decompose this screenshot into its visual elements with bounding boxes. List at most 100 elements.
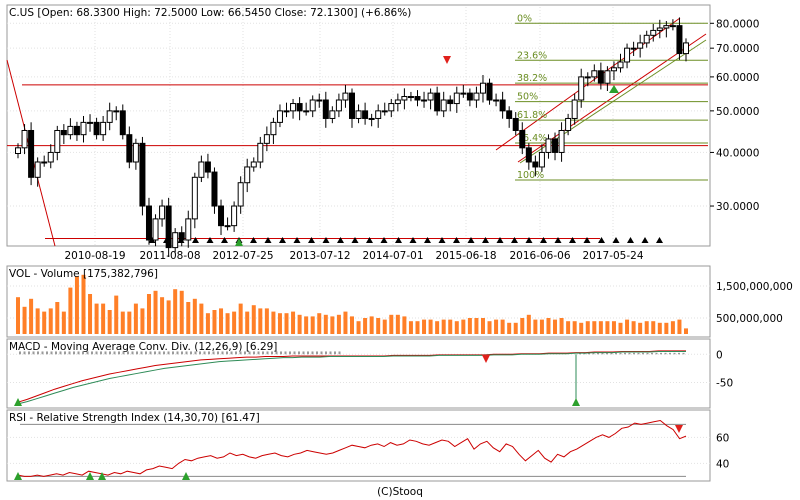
volume-bar (670, 321, 675, 334)
volume-bar (264, 308, 269, 334)
volume-bar (553, 319, 558, 334)
candle-body-down (145, 205, 152, 241)
volume-bar (186, 302, 191, 334)
signal-triangle (511, 237, 518, 243)
macd-histogram-bar (55, 351, 57, 355)
macd-histogram-bar (19, 351, 21, 355)
signal-triangle (641, 237, 649, 243)
volume-bar (94, 303, 99, 334)
volume-bar (146, 294, 151, 334)
macd-histogram-bar (660, 352, 662, 355)
candle-body-up (460, 92, 467, 95)
candle-body-up (191, 176, 198, 220)
volume-bar (657, 322, 662, 334)
price-x-tick-label: 2016-06-06 (509, 250, 570, 262)
volume-bar (638, 322, 643, 334)
macd-panel: 0 -50 MACD - Moving Average Conv. Div. (1… (6, 338, 733, 409)
macd-histogram-bar (77, 351, 80, 355)
volume-bar (212, 310, 217, 334)
rsi-line (17, 419, 687, 477)
candle-body-up (394, 99, 401, 105)
macd-histogram-bar (140, 351, 143, 355)
macd-histogram-bar (118, 351, 120, 355)
buy-arrow (235, 238, 243, 246)
volume-bar (592, 321, 597, 334)
macd-histogram-bar (230, 351, 233, 355)
candle-body-up (643, 34, 650, 44)
macd-histogram-bar (208, 351, 210, 355)
macd-histogram-bar (651, 352, 653, 355)
buy-arrow (98, 472, 106, 480)
macd-histogram (19, 351, 685, 355)
macd-histogram-bar (28, 351, 30, 355)
macd-histogram-bar (642, 352, 644, 355)
macd-signal-triangles (14, 355, 580, 406)
candle-body-up (571, 99, 578, 119)
macd-histogram-bar (280, 351, 282, 355)
volume-bar (323, 314, 328, 334)
sell-arrow (482, 355, 490, 363)
volume-bar (520, 318, 525, 334)
candle-body-up (381, 110, 388, 113)
volume-bar (625, 319, 630, 334)
candle-body-up (257, 142, 264, 163)
volume-bar (611, 321, 616, 334)
volume-bar (579, 322, 584, 334)
macd-histogram-bar (163, 351, 165, 355)
volume-bar (238, 303, 243, 334)
volume-bar (363, 318, 368, 334)
candle-body-up (617, 61, 624, 69)
candle-body-up (231, 205, 238, 227)
volume-bar (356, 321, 361, 334)
buy-arrow (14, 398, 22, 406)
rsi-y-tick-label: 40 (716, 458, 729, 470)
volume-bar (389, 314, 394, 334)
macd-histogram-bar (100, 351, 102, 355)
rsi-signal-triangles (14, 425, 683, 480)
candle-body-up (453, 92, 460, 105)
buy-arrow (572, 398, 580, 406)
macd-histogram-bar (181, 351, 183, 355)
signal-triangle (337, 237, 344, 243)
candle-body-up (283, 110, 290, 113)
macd-histogram-bar (23, 351, 26, 355)
macd-histogram-bar (203, 351, 206, 355)
volume-bar (232, 311, 237, 334)
macd-histogram-bar (59, 351, 62, 355)
candle-body-up (113, 110, 120, 113)
fib-level-label: 76.4% (517, 133, 547, 144)
candle-body-down (204, 161, 211, 173)
candle-body-down (322, 99, 329, 119)
candle-body-up (683, 42, 689, 55)
signal-triangle (279, 237, 286, 243)
macd-histogram-bar (682, 352, 685, 355)
candle-body-down (552, 138, 559, 153)
volume-bar (618, 322, 623, 334)
volume-bar (474, 318, 479, 334)
signal-triangle (192, 237, 199, 243)
candle-body-up (309, 99, 316, 112)
macd-histogram-bar (91, 351, 93, 355)
macd-histogram-bar (82, 351, 84, 355)
volume-bar (61, 311, 66, 334)
macd-histogram-bar (271, 351, 273, 355)
volume-bar (441, 319, 446, 334)
price-x-tick-label: 2011-08-08 (139, 250, 200, 262)
signal-triangle (264, 237, 272, 243)
candle-body-down (165, 205, 172, 249)
price-panel: 0% 23.6% 38.2% 50% 61.8% 76.4% 100% 80.0000 70.… (6, 4, 759, 262)
fib-level-label: 0% (517, 13, 532, 24)
macd-histogram-bar (64, 351, 66, 355)
volume-bar (585, 321, 590, 334)
volume-bar (251, 305, 256, 334)
macd-histogram-bar (610, 352, 613, 355)
candle-body-up (41, 161, 48, 164)
buy-arrow (14, 472, 22, 480)
fib-level-label: 61.8% (517, 110, 547, 121)
macd-histogram-bar (244, 351, 246, 355)
volume-bar (526, 314, 531, 334)
volume-bar (101, 303, 106, 334)
signal-triangle (627, 237, 634, 243)
volume-bar (467, 318, 472, 334)
candle-body-down (466, 92, 473, 101)
